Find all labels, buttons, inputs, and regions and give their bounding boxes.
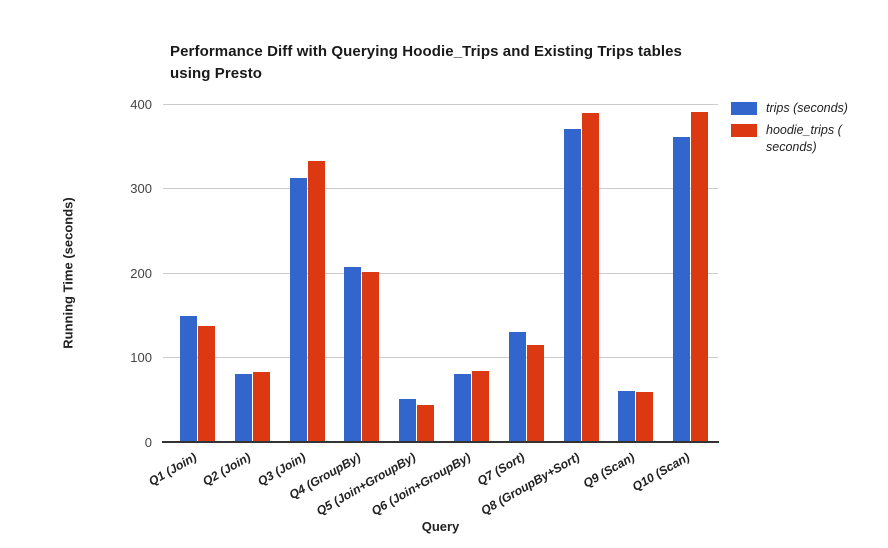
legend-label-hoodie-trips: hoodie_trips ( seconds): [766, 122, 842, 156]
bar-trips-q4: [344, 267, 362, 442]
chart-title-line-1: Performance Diff with Querying Hoodie_Tr…: [170, 43, 682, 60]
legend-label-line: hoodie_trips (: [766, 123, 842, 137]
bar-trips-q6: [454, 374, 471, 442]
x-axis-title: Query: [421, 519, 460, 534]
y-axis-tick-label-400: 400: [130, 96, 152, 112]
y-axis-tick-label-100: 100: [130, 350, 152, 365]
bar-hoodie-trips-q9: [636, 392, 654, 442]
gridline-300: [163, 188, 718, 189]
bar-hoodie-trips-q1: [198, 326, 215, 442]
legend-item-trips: trips (seconds): [731, 100, 883, 117]
bar-trips-q5: [399, 398, 417, 442]
bar-trips-q10: [673, 136, 691, 442]
y-axis-title: Running Time (seconds): [60, 197, 76, 349]
bar-hoodie-trips-q8: [581, 113, 599, 442]
bar-trips-q8: [563, 128, 581, 442]
bar-hoodie-trips-q3: [307, 161, 325, 442]
bar-trips-q9: [618, 391, 636, 442]
chart-title: Performance Diff with Querying Hoodie_Tr…: [170, 41, 682, 84]
gridline-400: [163, 103, 718, 105]
bar-trips-q7: [508, 332, 526, 442]
bar-trips-q3: [289, 178, 307, 442]
gridline-100: [163, 357, 718, 358]
bar-hoodie-trips-q7: [526, 344, 544, 442]
y-axis-tick-label-0: 0: [144, 434, 152, 450]
bar-hoodie-trips-q2: [252, 371, 270, 442]
legend-swatch-trips: [731, 102, 757, 115]
y-axis-tick-label-300: 300: [130, 181, 152, 196]
y-axis-tick-label-200: 200: [130, 265, 152, 281]
bar-hoodie-trips-q10: [691, 111, 709, 442]
bar-hoodie-trips-q5: [417, 404, 435, 442]
x-axis-line: [162, 441, 719, 443]
legend: trips (seconds) hoodie_trips ( seconds): [731, 100, 883, 161]
bar-trips-q1: [180, 316, 197, 442]
legend-label-line: seconds): [766, 140, 817, 154]
legend-label-line: trips (seconds): [766, 101, 848, 115]
bar-hoodie-trips-q4: [362, 272, 380, 442]
legend-label-trips: trips (seconds): [766, 100, 848, 117]
bar-hoodie-trips-q6: [472, 371, 489, 442]
bar-trips-q2: [234, 374, 252, 442]
legend-item-hoodie-trips: hoodie_trips ( seconds): [731, 122, 883, 156]
gridline-200: [163, 272, 718, 274]
legend-swatch-hoodie-trips: [731, 124, 757, 137]
chart-title-line-2: using Presto: [170, 64, 263, 82]
